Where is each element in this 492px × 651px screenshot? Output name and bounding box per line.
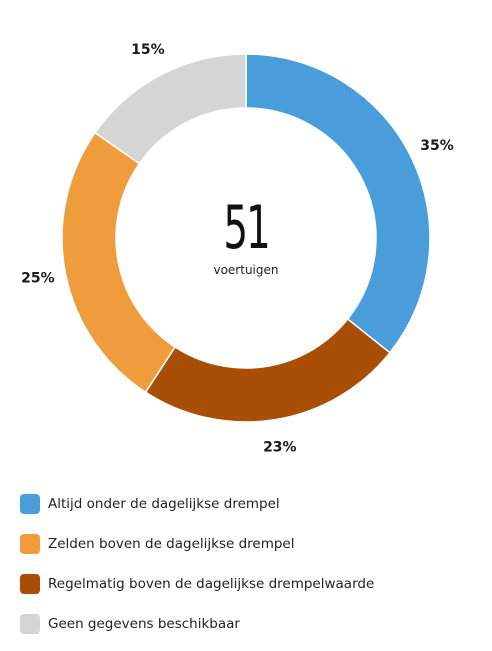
legend-label: Regelmatig boven de dagelijkse drempelwa… [48, 576, 375, 592]
donut-slice [61, 131, 177, 394]
legend-swatch-brown [20, 574, 40, 594]
legend-item: Altijd onder de dagelijkse drempel [20, 484, 480, 524]
legend-item: Regelmatig boven de dagelijkse drempelwa… [20, 564, 480, 604]
donut-chart: 35% 23% 25% 15% 51 voertuigen [21, 42, 454, 455]
center-label: voertuigen [213, 263, 279, 277]
slice-percent-label: 25% [21, 271, 55, 287]
legend-swatch-orange [20, 534, 40, 554]
donut-slice [144, 318, 391, 423]
slice-percent-label: 23% [263, 439, 297, 455]
legend-swatch-blue [20, 494, 40, 514]
legend-item: Geen gegevens beschikbaar [20, 604, 480, 644]
legend-swatch-grey [20, 614, 40, 634]
donut-slice [245, 53, 431, 354]
legend-item: Zelden boven de dagelijkse drempel [20, 524, 480, 564]
legend-label: Zelden boven de dagelijkse drempel [48, 536, 295, 552]
legend-label: Geen gegevens beschikbaar [48, 616, 240, 632]
legend: Altijd onder de dagelijkse drempel Zelde… [20, 484, 480, 644]
donut-slice [94, 53, 247, 165]
slice-percent-label: 35% [420, 138, 454, 154]
donut-chart-svg: 35% 23% 25% 15% [21, 42, 454, 455]
center-value: 51 [223, 193, 270, 263]
slice-percent-label: 15% [131, 42, 165, 58]
legend-label: Altijd onder de dagelijkse drempel [48, 496, 280, 512]
